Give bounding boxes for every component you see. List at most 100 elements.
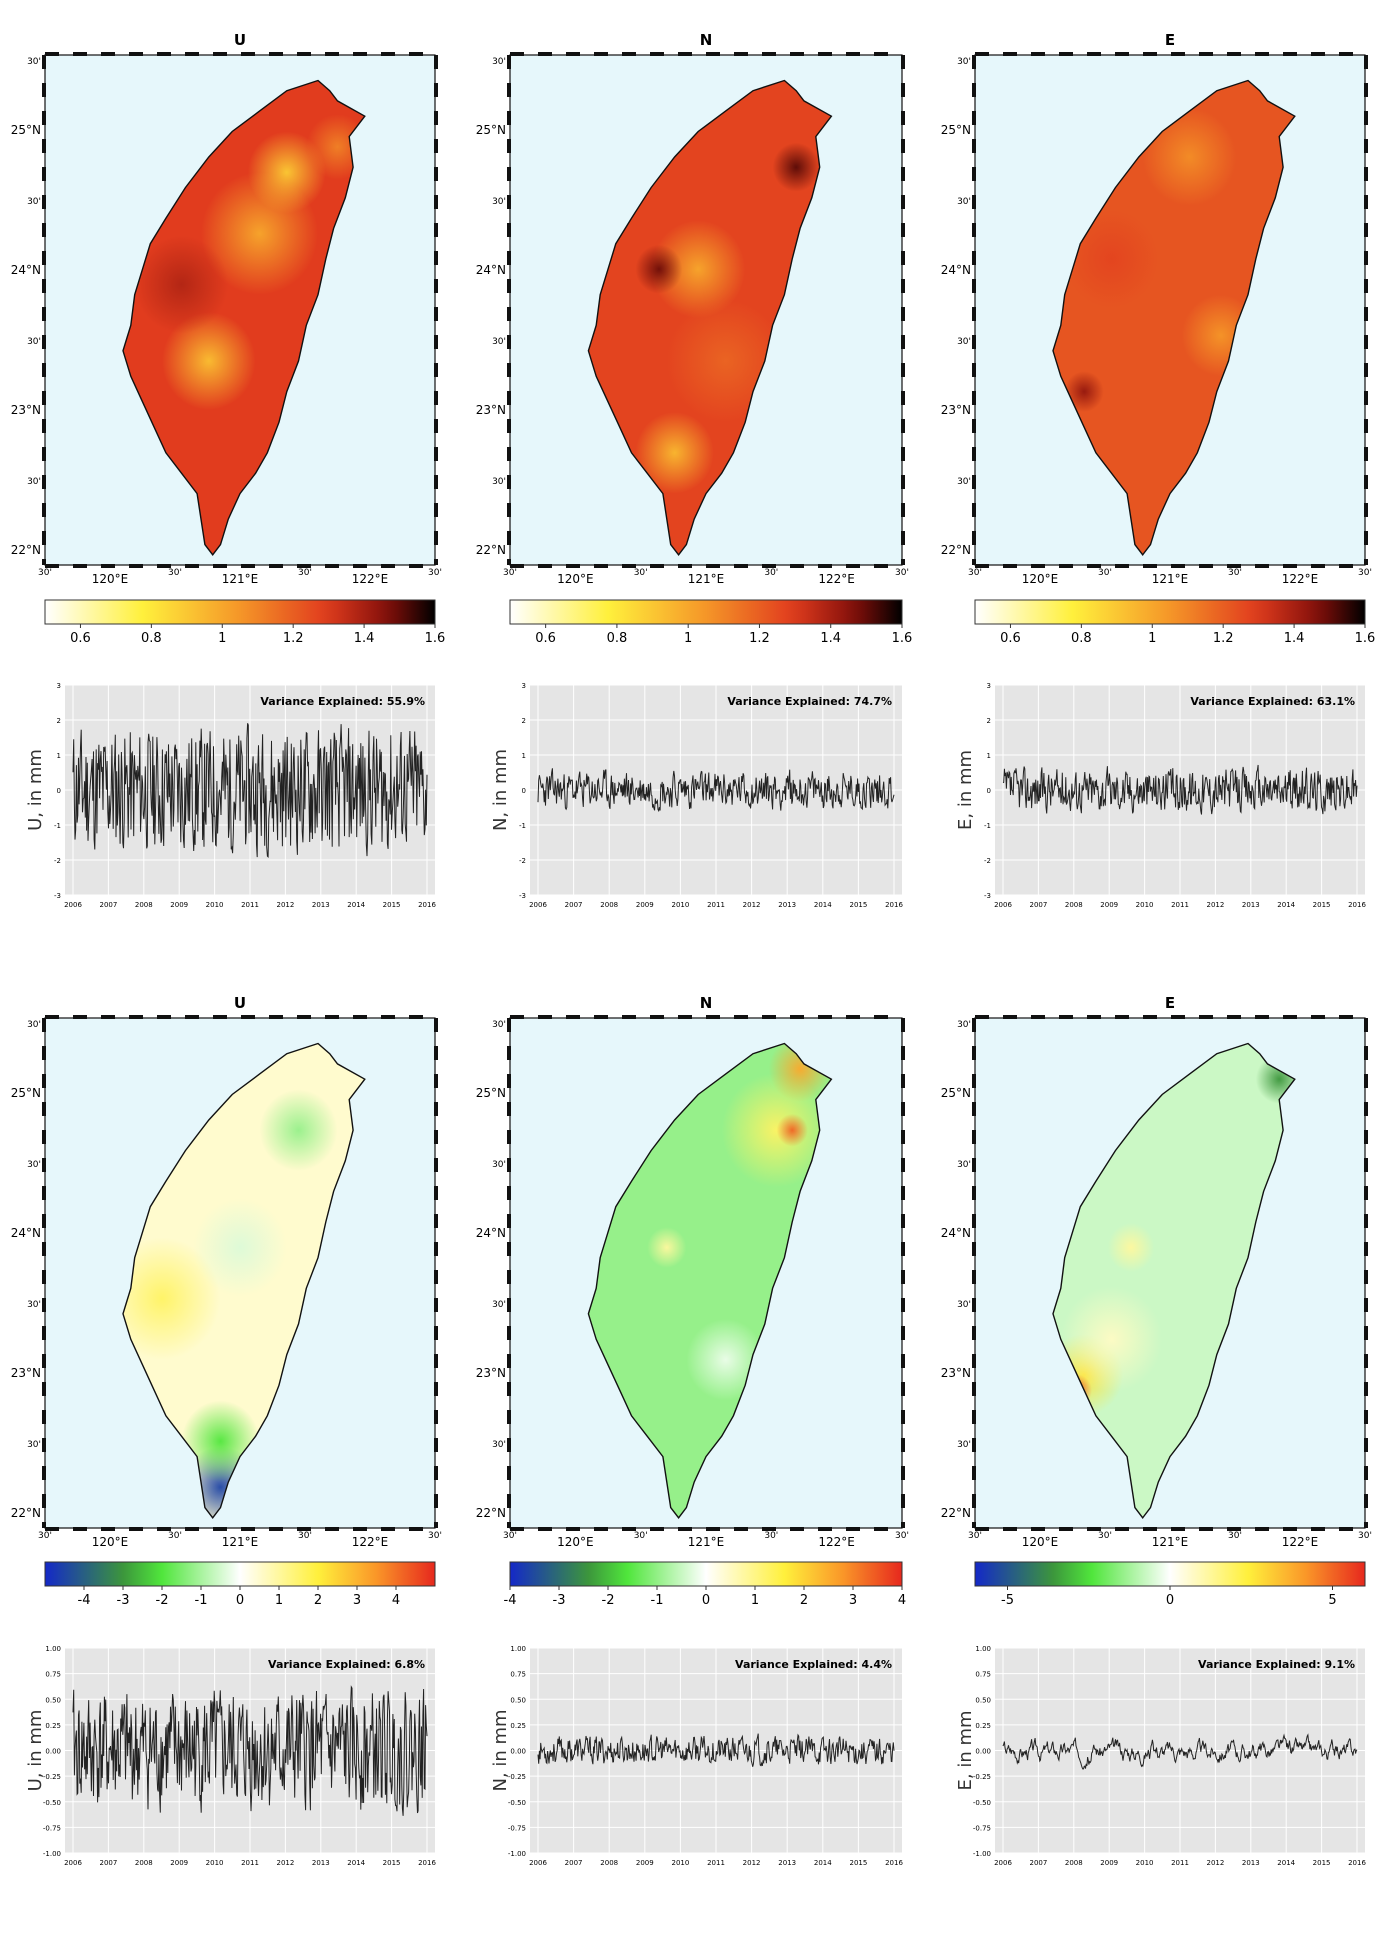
frame-tick [1199, 1015, 1213, 1019]
frame-tick [510, 52, 524, 56]
y-tick-label: 2 [522, 717, 526, 725]
lon-label: 30' [764, 1531, 778, 1541]
frame-tick [42, 559, 46, 565]
lat-label: 30' [492, 57, 506, 67]
frame-tick [901, 363, 905, 377]
y-axis-label: U, in mm [25, 749, 46, 831]
frame-tick [1115, 52, 1129, 56]
frame-tick [972, 1298, 976, 1312]
frame-tick [972, 475, 976, 489]
frame-tick [101, 52, 115, 56]
lat-label: 24°N [941, 1226, 971, 1240]
frame-tick [297, 564, 311, 568]
lon-label: 120°E [557, 572, 594, 586]
lon-label: 30' [764, 568, 778, 578]
lon-label: 30' [38, 568, 52, 578]
frame-tick [972, 503, 976, 517]
island-outline [1052, 1042, 1296, 1519]
timeseries-e-top: -3 -2 -1 0 1 2 3 2006 2007 2008 2009 2010 2011 2012 20… [955, 682, 1366, 909]
frame-tick [129, 1527, 143, 1531]
x-tick-label: 2016 [1348, 1859, 1366, 1867]
frame-tick [1364, 251, 1368, 265]
frame-tick [42, 1046, 46, 1060]
frame-tick [972, 1522, 976, 1528]
frame-tick [1364, 559, 1368, 565]
field-blob [134, 235, 229, 334]
frame-tick [901, 419, 905, 433]
x-tick-label: 2011 [707, 1859, 725, 1867]
lat-label: 30' [27, 1160, 41, 1170]
frame-tick [972, 139, 976, 153]
frame-tick [42, 1326, 46, 1340]
frame-tick [409, 1527, 423, 1531]
lat-label: 30' [27, 57, 41, 67]
frame-tick [1143, 52, 1157, 56]
y-tick-label: -2 [519, 857, 526, 865]
map-title: N [700, 31, 713, 49]
frame-tick [762, 1015, 776, 1019]
x-tick-label: 2012 [743, 1859, 761, 1867]
frame-tick [1364, 1326, 1368, 1340]
frame-tick [434, 419, 438, 433]
frame-tick [846, 1015, 860, 1019]
frame-tick [510, 564, 524, 568]
frame-tick [972, 1270, 976, 1284]
frame-tick [507, 1130, 511, 1144]
frame-tick [101, 1015, 115, 1019]
frame-tick [1364, 1046, 1368, 1060]
frame-tick [972, 531, 976, 545]
frame-tick [1364, 1298, 1368, 1312]
series-line [537, 768, 895, 813]
variance-annotation: Variance Explained: 63.1% [1190, 695, 1355, 708]
frame-tick [101, 564, 115, 568]
y-tick-label: 3 [522, 682, 526, 690]
frame-tick [706, 1015, 720, 1019]
lat-label: 23°N [11, 403, 41, 417]
frame-tick [510, 1527, 524, 1531]
x-tick-label: 2016 [1348, 901, 1366, 909]
x-tick-label: 2009 [636, 901, 654, 909]
frame-tick [1364, 279, 1368, 293]
frame-tick [507, 111, 511, 125]
frame-tick [42, 1214, 46, 1228]
frame-tick [706, 564, 720, 568]
lon-label: 121°E [1152, 1535, 1189, 1549]
x-tick-label: 2008 [600, 901, 618, 909]
lat-label: 30' [492, 1300, 506, 1310]
frame-tick [790, 1527, 804, 1531]
frame-tick [818, 1015, 832, 1019]
frame-tick [297, 1015, 311, 1019]
frame-tick [1364, 195, 1368, 209]
lat-label: 23°N [941, 403, 971, 417]
frame-tick [1311, 1015, 1325, 1019]
frame-tick [972, 1130, 976, 1144]
lon-label: 121°E [688, 1535, 725, 1549]
x-tick-label: 2015 [849, 1859, 867, 1867]
colorbar [44, 599, 436, 625]
lat-label: 30' [27, 1300, 41, 1310]
frame-tick [901, 1522, 905, 1528]
frame-tick [1339, 1015, 1353, 1019]
frame-tick [1255, 564, 1269, 568]
frame-tick [1364, 363, 1368, 377]
frame-tick [507, 55, 511, 69]
colorbar-tick-label: 0 [1166, 1593, 1174, 1608]
frame-tick [507, 1438, 511, 1452]
colorbar-tick-label: -3 [553, 1593, 566, 1608]
y-tick-label: 0 [522, 787, 526, 795]
x-tick-label: 2007 [99, 1859, 117, 1867]
y-tick-label: -0.50 [508, 1799, 526, 1807]
frame-tick [507, 139, 511, 153]
frame-tick [874, 52, 888, 56]
y-axis-label: N, in mm [490, 1709, 511, 1791]
frame-tick [42, 1130, 46, 1144]
lat-label: 23°N [476, 403, 506, 417]
colorbar-tick-label: -2 [602, 1593, 615, 1608]
y-axis-label: U, in mm [25, 1710, 46, 1792]
lon-label: 30' [298, 1531, 312, 1541]
frame-tick [1227, 52, 1241, 56]
lon-label: 30' [168, 1531, 182, 1541]
frame-tick [901, 391, 905, 405]
frame-tick [434, 1494, 438, 1508]
frame-tick [507, 167, 511, 181]
